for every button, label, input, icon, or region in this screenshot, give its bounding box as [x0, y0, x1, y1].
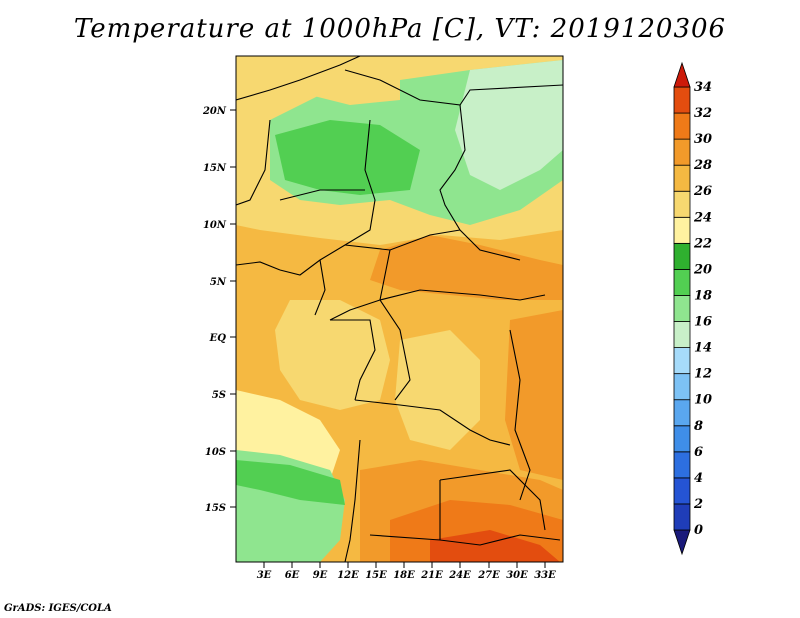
lon-label: 30E: [506, 570, 528, 581]
lat-label: 15N: [203, 163, 227, 174]
lon-label: 9E: [313, 570, 328, 581]
lat-label: 10N: [203, 220, 227, 231]
latitude-axis: 20N 15N 10N 5N EQ 5S 10S 15S: [202, 106, 236, 514]
colorbar-label: 28: [693, 158, 712, 173]
colorbar-segment: [673, 503, 691, 531]
colorbar-segment: [673, 86, 691, 114]
lon-label: 12E: [337, 570, 359, 581]
colorbar-label: 4: [694, 471, 703, 486]
colorbar-label: 10: [694, 393, 712, 408]
colorbar-label: 14: [694, 341, 712, 356]
colorbar-label: 30: [694, 132, 712, 147]
colorbar-segment: [673, 295, 691, 322]
lat-label: 5N: [210, 277, 227, 288]
colorbar-label: 24: [693, 210, 712, 225]
colorbar-label: 2: [693, 497, 703, 512]
footer-credit: GrADS: IGES/COLA: [4, 603, 112, 614]
colorbar-segment: [673, 425, 691, 453]
colorbar-segment: [673, 529, 691, 556]
colorbar-label: 16: [694, 315, 712, 330]
lat-label: 15S: [205, 503, 226, 514]
country-borders: [236, 56, 563, 562]
colorbar-label: 34: [694, 80, 712, 95]
lon-label: 21E: [420, 570, 443, 581]
colorbar-segment: [673, 451, 691, 479]
colorbar-segment: [673, 399, 691, 427]
colorbar-segment: [673, 373, 691, 401]
colorbar-segment: [673, 347, 691, 375]
lon-label: 6E: [285, 570, 300, 581]
colorbar-segment: [673, 477, 691, 505]
colorbar-label: 22: [693, 236, 712, 251]
lon-label: 18E: [393, 570, 415, 581]
lat-label: 5S: [212, 390, 226, 401]
lon-label: 24E: [448, 570, 471, 581]
lat-label: 20N: [202, 106, 227, 117]
lon-label: 15E: [365, 570, 387, 581]
colorbar-segment: [673, 216, 691, 244]
colorbar-label: 26: [693, 184, 712, 199]
colorbar-label: 12: [694, 367, 712, 382]
colorbar-segment: [673, 112, 691, 140]
colorbar-segment: [673, 190, 691, 218]
colorbar-segment: [673, 61, 691, 88]
map-frame: [235, 55, 564, 563]
lat-label: 10S: [205, 447, 226, 458]
lat-label: EQ: [209, 333, 227, 344]
lon-label: 33E: [534, 570, 556, 581]
colorbar-label: 20: [693, 262, 712, 277]
colorbar-segment: [673, 242, 691, 270]
colorbar-segment: [673, 138, 691, 166]
colorbar-segment: [673, 269, 691, 296]
colorbar-segment: [673, 164, 691, 192]
lon-label: 27E: [477, 570, 500, 581]
map-title: Temperature at 1000hPa [C], VT: 20191203…: [73, 14, 727, 44]
colorbar-label: 32: [694, 106, 712, 121]
colorbar-label: 0: [694, 523, 703, 538]
colorbar-label: 6: [694, 445, 703, 460]
temperature-field: [236, 56, 563, 562]
colorbar-label: 18: [694, 288, 712, 303]
longitude-axis: 3E 6E 9E 12E 15E 18E 21E 24E 27E 30E 33E: [257, 562, 556, 581]
lon-label: 3E: [257, 570, 272, 581]
colorbar-segment: [673, 321, 691, 348]
colorbar-label: 8: [694, 419, 703, 434]
